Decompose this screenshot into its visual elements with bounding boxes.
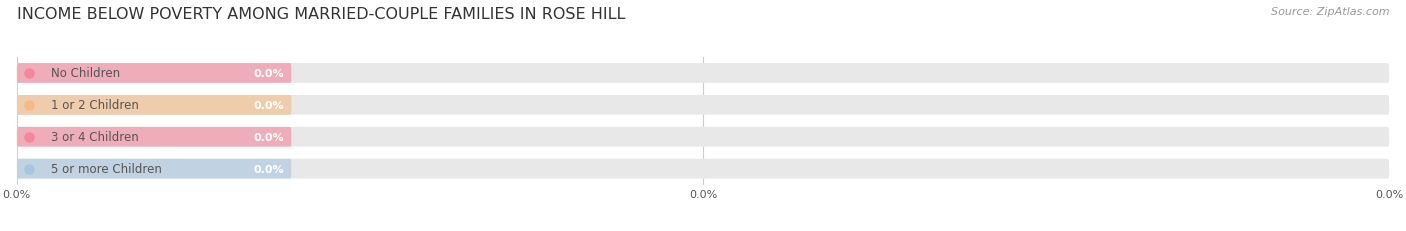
FancyBboxPatch shape — [17, 159, 1389, 179]
Text: 0.0%: 0.0% — [254, 100, 284, 110]
FancyBboxPatch shape — [17, 127, 291, 147]
Text: 0.0%: 0.0% — [254, 164, 284, 174]
Text: 5 or more Children: 5 or more Children — [51, 162, 162, 175]
Text: INCOME BELOW POVERTY AMONG MARRIED-COUPLE FAMILIES IN ROSE HILL: INCOME BELOW POVERTY AMONG MARRIED-COUPL… — [17, 7, 626, 22]
FancyBboxPatch shape — [17, 159, 291, 179]
Text: 1 or 2 Children: 1 or 2 Children — [51, 99, 139, 112]
FancyBboxPatch shape — [17, 96, 1389, 115]
Text: 0.0%: 0.0% — [254, 132, 284, 142]
FancyBboxPatch shape — [17, 64, 1389, 83]
FancyBboxPatch shape — [17, 96, 291, 115]
FancyBboxPatch shape — [17, 64, 291, 83]
FancyBboxPatch shape — [17, 127, 1389, 147]
Text: 3 or 4 Children: 3 or 4 Children — [51, 131, 139, 144]
Text: 0.0%: 0.0% — [254, 69, 284, 79]
Text: Source: ZipAtlas.com: Source: ZipAtlas.com — [1271, 7, 1389, 17]
Text: No Children: No Children — [51, 67, 121, 80]
